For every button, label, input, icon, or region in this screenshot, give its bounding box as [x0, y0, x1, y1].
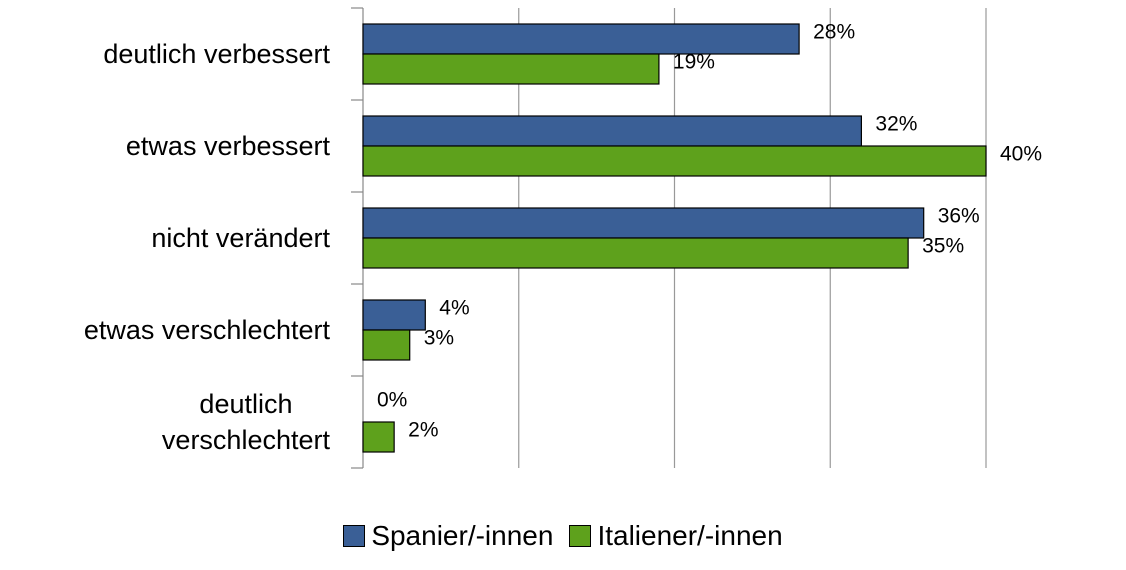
legend-swatch	[343, 525, 366, 547]
value-label: 3%	[424, 327, 454, 350]
value-label: 36%	[938, 205, 980, 228]
value-label: 0%	[377, 389, 407, 412]
category-label: nicht verändert	[0, 192, 330, 284]
value-label: 35%	[922, 235, 964, 258]
category-label: etwas verbessert	[0, 100, 330, 192]
category-label: deutlich verschlechtert	[0, 376, 330, 468]
category-text: deutlich verbessert	[103, 38, 330, 69]
value-label: 4%	[439, 297, 469, 320]
bar	[362, 207, 925, 239]
value-label: 28%	[813, 21, 855, 44]
bar	[362, 237, 909, 269]
category-text: etwas verschlechtert	[83, 314, 330, 345]
category-label: deutlich verbessert	[0, 8, 330, 100]
category-label: etwas verschlechtert	[0, 284, 330, 376]
bar	[362, 421, 395, 453]
legend-swatch	[569, 525, 592, 547]
category-text: nicht verändert	[151, 222, 330, 253]
category-text: etwas verbessert	[125, 130, 330, 161]
bar	[362, 145, 987, 177]
legend-item: Spanier/-innen	[343, 520, 553, 552]
legend-label: Spanier/-innen	[371, 520, 554, 551]
value-label: 2%	[408, 419, 438, 442]
value-label: 19%	[673, 51, 715, 74]
value-label: 32%	[875, 113, 917, 136]
legend: Spanier/-innen Italiener/-innen	[0, 520, 1126, 552]
bar	[362, 23, 800, 55]
bar	[362, 53, 660, 85]
bar	[362, 299, 426, 331]
legend-item: Italiener/-innen	[569, 520, 783, 552]
bar	[362, 115, 862, 147]
value-label: 40%	[1000, 143, 1042, 166]
legend-label: Italiener/-innen	[597, 520, 783, 551]
bar	[362, 329, 411, 361]
category-text: deutlich verschlechtert	[161, 388, 330, 455]
